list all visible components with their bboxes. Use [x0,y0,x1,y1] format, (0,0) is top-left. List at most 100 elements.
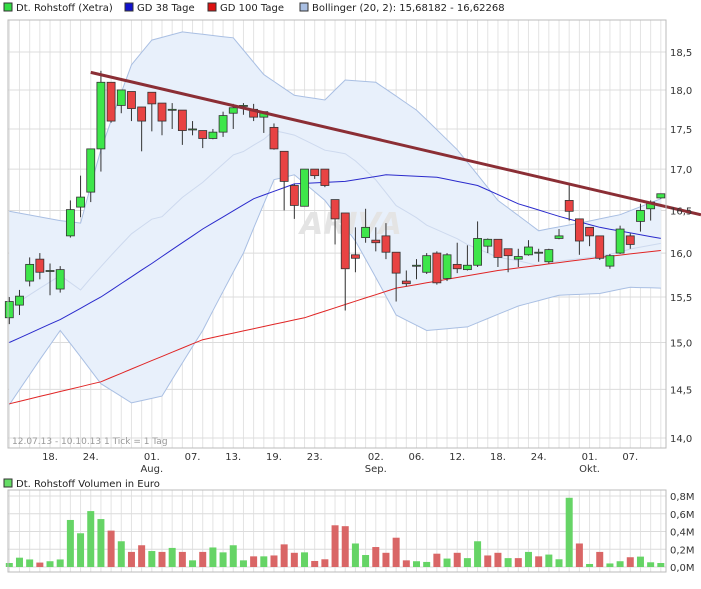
candle-down [310,168,320,177]
price-axis: 18,5 18,0 17,5 17,0 16,5 16,0 15,5 15,0 14,5 14,0 [670,48,692,445]
volume-bar [463,558,471,567]
volume-bar [260,556,268,567]
volume-bar [647,562,655,567]
volume-bar [36,562,44,567]
candle-up [544,249,554,263]
volume-bar [372,547,380,567]
date-tick-label: 12. [449,452,465,463]
volume-bar [15,557,23,567]
candle-down [35,258,45,273]
price-tick-label: 14,0 [670,434,692,445]
legend-swatch [3,2,13,12]
volume-bar [433,553,441,567]
volume-bar [127,551,135,567]
volume-bar [138,545,146,567]
candle-up [167,108,177,111]
volume-bar [392,537,400,567]
volume-bar [331,525,339,567]
gd100-line [9,250,661,405]
candle-down [127,91,136,109]
volume-bar [423,561,431,567]
bollinger-middle-line [9,130,661,309]
candle-down [391,251,401,274]
volume-bar [494,552,502,567]
volume-bar [596,551,604,567]
price-tick-label: 15,5 [670,293,692,304]
date-tick-label: 01. [582,452,598,463]
candle-up [636,210,645,222]
candle-down [351,254,360,259]
candle-down [381,235,391,253]
volume-bar [168,547,176,567]
volume-bar [229,545,237,567]
date-tick-label: 06. [409,452,425,463]
volume-bar [586,563,594,567]
volume-bar [87,511,95,567]
volume-bar [524,551,532,567]
candle-down [503,248,513,257]
candle-up [55,269,65,290]
date-tick-label: 01. [144,452,160,463]
date-tick-label: 13. [225,452,241,463]
candle-up [116,89,126,106]
volume-tick-label: 0,6M [670,510,695,521]
candle-up [86,148,96,193]
date-tick-label: 23. [307,452,323,463]
price-plot-frame [7,19,667,449]
date-tick-label: 18. [42,452,58,463]
volume-bar [565,497,573,567]
candle-up [554,235,564,239]
volume-bar [545,554,553,567]
chart-legend: Dt. Rohstoff (Xetra) GD 38 Tage GD 100 Tag… [3,2,505,14]
candle-down [493,238,503,258]
volume-bar [636,556,644,567]
date-tick-label: 24. [83,452,99,463]
volume-bar [474,541,482,567]
candles [4,70,666,325]
candle-down [147,91,157,105]
volume-bar [209,547,217,567]
candle-up [442,254,452,279]
legend-swatch [124,2,134,12]
date-tick-label: 18. [490,452,506,463]
volume-bar [219,552,227,567]
candle-down [320,168,330,186]
price-tick-label: 18,0 [670,86,692,97]
candle-down [340,212,350,270]
volume-bar [514,558,522,567]
price-tick-label: 14,5 [670,385,692,396]
candle-up [25,263,35,282]
candle-up [422,255,432,273]
volume-bar [117,541,125,567]
candle-down [269,126,279,150]
price-tick-label: 16,5 [670,206,692,217]
candle-down [432,252,442,284]
volume-bar [413,561,420,567]
volume-bar [535,556,543,567]
candle-down [625,235,635,245]
volume-bar [56,559,64,567]
legend-label: Dt. Rohstoff (Xetra) [16,3,113,14]
candle-up [412,264,421,267]
volume-bar [250,556,258,567]
candle-up [513,256,523,260]
trendline [90,70,701,217]
volume-bar [575,543,583,567]
candle-up [615,228,625,254]
volume-bar [199,551,207,567]
candle-up [228,107,238,114]
volume-bar [148,551,156,567]
volume-bar [178,551,186,567]
candle-down [157,102,167,122]
volume-bar [66,519,74,567]
volume-bar [97,519,105,567]
volume-bar [362,555,370,567]
price-tick-label: 16,0 [670,249,692,260]
candle-up [188,128,197,131]
volume-tick-label: 0,0M [670,563,695,574]
candle-up [524,246,533,256]
candle-up [534,251,544,254]
date-tick-label: 07. [622,452,638,463]
volume-bar [158,551,166,567]
